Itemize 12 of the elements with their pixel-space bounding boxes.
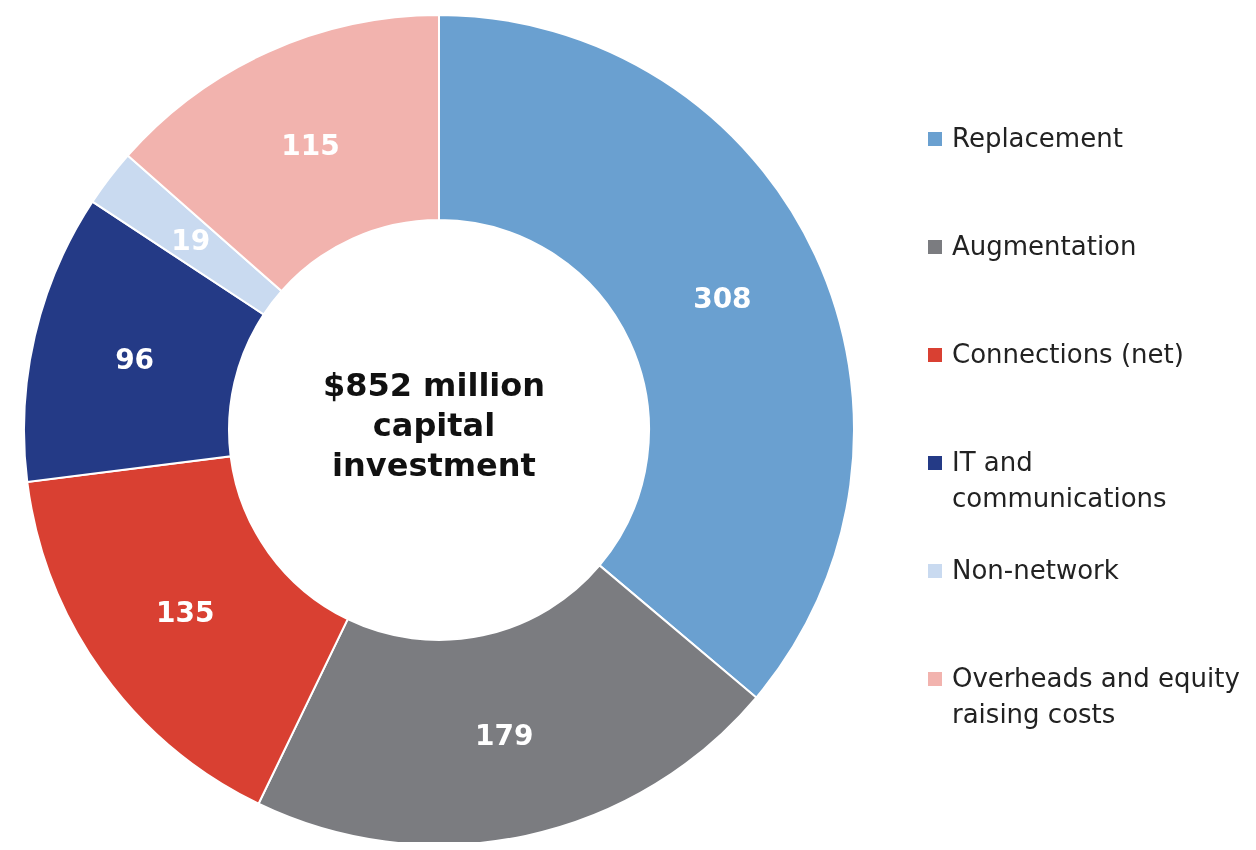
data-label: 135 xyxy=(156,595,215,629)
legend-label: Replacement xyxy=(952,122,1123,155)
legend-label: IT and communications xyxy=(952,446,1168,515)
legend-label: Connections (net) xyxy=(952,338,1184,371)
text: $852 million capital investment xyxy=(321,365,547,485)
legend-label: Augmentation xyxy=(952,230,1137,263)
data-label: 308 xyxy=(693,281,752,315)
data-label: 115 xyxy=(281,128,340,162)
data-label: 179 xyxy=(474,719,534,753)
legend-label: Overheads and equity raising costs xyxy=(952,662,1241,731)
data-label: 96 xyxy=(115,342,155,376)
legend-label: Non-network xyxy=(952,554,1119,587)
